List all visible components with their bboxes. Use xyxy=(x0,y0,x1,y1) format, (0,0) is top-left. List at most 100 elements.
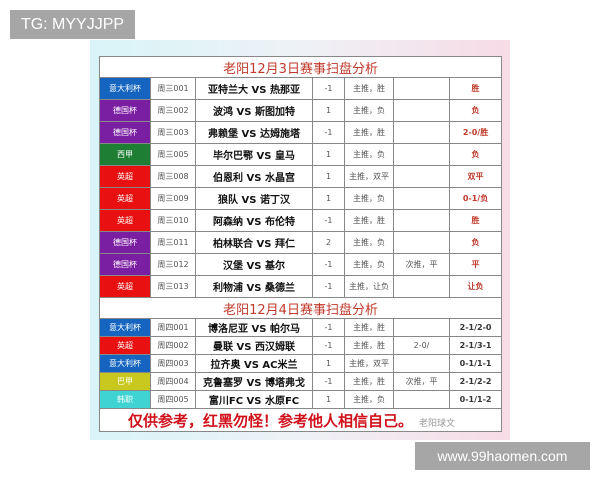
table-row: 英超 周三009 狼队 VS 诺丁汉 1 主推，负 0-1/负 xyxy=(99,187,503,210)
pick: 主推，胜 xyxy=(344,318,394,337)
handicap: 1 xyxy=(312,143,345,166)
match-name: 柏林联合 VS 拜仁 xyxy=(195,231,313,254)
table-row: 意大利杯 周四001 博洛尼亚 VS 帕尔马 -1 主推，胜 2-1/2-0 xyxy=(99,318,503,337)
league-badge: 英超 xyxy=(99,336,151,355)
table-row: 意大利杯 周四003 拉齐奥 VS AC米兰 1 主推，双平 0-1/1-1 xyxy=(99,354,503,373)
table-row: 韩职 周四005 富川FC VS 水原FC 1 主推，负 0-1/1-2 xyxy=(99,390,503,409)
pick: 主推，胜 xyxy=(344,209,394,232)
tg-overlay-label: TG: MYYJJPP xyxy=(10,10,135,39)
site-watermark: www.99haomen.com xyxy=(415,442,590,470)
match-code: 周四003 xyxy=(150,354,196,373)
pick: 主推，双平 xyxy=(344,165,394,188)
handicap: 1 xyxy=(312,99,345,122)
result: 负 xyxy=(448,143,503,166)
handicap: 2 xyxy=(312,231,345,254)
pick: 主推，胜 xyxy=(344,372,394,391)
secondary-pick xyxy=(393,77,450,100)
table-row: 德国杯 周三011 柏林联合 VS 拜仁 2 主推，负 负 xyxy=(99,231,503,254)
pick: 主推，负 xyxy=(344,253,394,276)
match-code: 周四004 xyxy=(150,372,196,391)
league-badge: 英超 xyxy=(99,209,151,232)
secondary-pick xyxy=(393,275,450,298)
secondary-pick: 2-0/ xyxy=(393,336,450,355)
table-row: 英超 周四002 曼联 VS 西汉姆联 -1 主推，胜 2-0/2-1/3-1 xyxy=(99,336,503,355)
match-name: 阿森纳 VS 布伦特 xyxy=(195,209,313,232)
handicap: -1 xyxy=(312,121,345,144)
pick: 主推，负 xyxy=(344,231,394,254)
table-row: 英超 周三010 阿森纳 VS 布伦特 -1 主推，胜 胜 xyxy=(99,209,503,232)
handicap: -1 xyxy=(312,253,345,276)
pick: 主推，负 xyxy=(344,187,394,210)
league-badge: 意大利杯 xyxy=(99,354,151,373)
pick: 主推，负 xyxy=(344,143,394,166)
handicap: -1 xyxy=(312,209,345,232)
section2-title: 老阳12月4日赛事扫盘分析 xyxy=(98,297,503,319)
author-watermark: 老阳球文 xyxy=(419,418,456,429)
league-badge: 英超 xyxy=(99,187,151,210)
handicap: -1 xyxy=(312,275,345,298)
pick: 主推，负 xyxy=(344,99,394,122)
match-code: 周三011 xyxy=(150,231,196,254)
league-badge: 德国杯 xyxy=(99,99,151,122)
handicap: 1 xyxy=(312,165,345,188)
handicap: -1 xyxy=(312,336,345,355)
secondary-pick xyxy=(393,231,450,254)
result: 胜 xyxy=(448,77,503,100)
result: 0-1/1-2 xyxy=(448,390,503,409)
pick: 主推，负 xyxy=(344,390,394,409)
match-code: 周三005 xyxy=(150,143,196,166)
pick: 主推，胜 xyxy=(344,77,394,100)
match-code: 周三008 xyxy=(150,165,196,188)
table-row: 意大利杯 周三001 亚特兰大 VS 热那亚 -1 主推，胜 胜 xyxy=(99,77,503,100)
section1-title: 老阳12月3日赛事扫盘分析 xyxy=(98,56,503,78)
match-code: 周四005 xyxy=(150,390,196,409)
league-badge: 德国杯 xyxy=(99,231,151,254)
league-badge: 意大利杯 xyxy=(99,318,151,337)
match-name: 拉齐奥 VS AC米兰 xyxy=(195,354,313,373)
table-row: 英超 周三013 利物浦 VS 桑德兰 -1 主推，让负 让负 xyxy=(99,275,503,298)
secondary-pick xyxy=(393,165,450,188)
handicap: -1 xyxy=(312,318,345,337)
secondary-pick xyxy=(393,209,450,232)
secondary-pick xyxy=(393,318,450,337)
match-name: 亚特兰大 VS 热那亚 xyxy=(195,77,313,100)
match-name: 汉堡 VS 基尔 xyxy=(195,253,313,276)
match-code: 周四002 xyxy=(150,336,196,355)
match-name: 富川FC VS 水原FC xyxy=(195,390,313,409)
league-badge: 德国杯 xyxy=(99,253,151,276)
match-code: 周三012 xyxy=(150,253,196,276)
match-name: 克鲁塞罗 VS 博塔弗戈 xyxy=(195,372,313,391)
result: 2-1/2-0 xyxy=(448,318,503,337)
result: 0-1/1-1 xyxy=(448,354,503,373)
result: 2-1/3-1 xyxy=(448,336,503,355)
match-name: 毕尔巴鄂 VS 皇马 xyxy=(195,143,313,166)
secondary-pick xyxy=(393,121,450,144)
match-name: 弗赖堡 VS 达姆施塔 xyxy=(195,121,313,144)
handicap: -1 xyxy=(312,77,345,100)
match-code: 周三010 xyxy=(150,209,196,232)
secondary-pick: 次推，平 xyxy=(393,253,450,276)
league-badge: 韩职 xyxy=(99,390,151,409)
table-row: 英超 周三008 伯恩利 VS 水晶宫 1 主推，双平 双平 xyxy=(99,165,503,188)
match-name: 伯恩利 VS 水晶宫 xyxy=(195,165,313,188)
match-code: 周三013 xyxy=(150,275,196,298)
handicap: -1 xyxy=(312,372,345,391)
secondary-pick xyxy=(393,187,450,210)
table-row: 德国杯 周三003 弗赖堡 VS 达姆施塔 -1 主推，胜 2-0/胜 xyxy=(99,121,503,144)
table-row: 德国杯 周三012 汉堡 VS 基尔 -1 主推，负 次推，平平 xyxy=(99,253,503,276)
secondary-pick xyxy=(393,143,450,166)
league-badge: 英超 xyxy=(99,275,151,298)
result: 2-0/胜 xyxy=(448,121,503,144)
league-badge: 西甲 xyxy=(99,143,151,166)
result: 负 xyxy=(448,99,503,122)
pick: 主推，胜 xyxy=(344,121,394,144)
result: 2-1/2-2 xyxy=(448,372,503,391)
secondary-pick: 次推，平 xyxy=(393,372,450,391)
match-name: 博洛尼亚 VS 帕尔马 xyxy=(195,318,313,337)
result: 平 xyxy=(448,253,503,276)
pick: 主推，双平 xyxy=(344,354,394,373)
footer: 仅供参考，红黑勿怪！参考他人相信自己。 老阳球文 xyxy=(98,408,503,432)
match-name: 利物浦 VS 桑德兰 xyxy=(195,275,313,298)
secondary-pick xyxy=(393,390,450,409)
match-table: 老阳12月3日赛事扫盘分析 意大利杯 周三001 亚特兰大 VS 热那亚 -1 主推，胜… xyxy=(98,56,503,432)
